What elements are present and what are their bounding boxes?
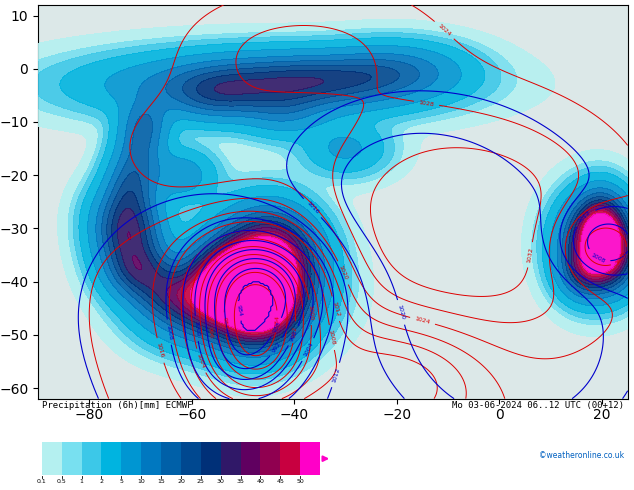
Bar	[240, 442, 261, 475]
Text: 1004: 1004	[195, 353, 205, 369]
Text: 1008: 1008	[590, 252, 606, 264]
Text: 1004: 1004	[302, 342, 314, 358]
Text: 1008: 1008	[328, 329, 336, 345]
Text: 992: 992	[292, 326, 298, 339]
Bar	[82, 442, 101, 475]
Text: 1012: 1012	[331, 300, 340, 317]
Text: 10: 10	[138, 479, 145, 484]
Text: 1024: 1024	[415, 317, 431, 325]
Bar	[61, 442, 82, 475]
Text: 1024: 1024	[437, 23, 452, 37]
Text: Precipitation (6h)[mm] ECMWF: Precipitation (6h)[mm] ECMWF	[42, 401, 192, 410]
Text: 35: 35	[236, 479, 245, 484]
Bar	[181, 442, 201, 475]
Text: 996: 996	[288, 329, 299, 342]
Bar	[141, 442, 161, 475]
Bar	[261, 442, 280, 475]
Text: 1000: 1000	[307, 304, 314, 320]
Text: 2: 2	[100, 479, 103, 484]
Text: 1020: 1020	[338, 265, 349, 281]
Text: 15: 15	[157, 479, 165, 484]
Text: 988: 988	[222, 317, 228, 329]
Text: 1: 1	[80, 479, 84, 484]
Text: 5: 5	[119, 479, 123, 484]
Bar	[121, 442, 141, 475]
Text: 30: 30	[217, 479, 224, 484]
Text: 984: 984	[275, 315, 280, 327]
Text: 992: 992	[271, 341, 282, 353]
Text: 50: 50	[296, 479, 304, 484]
Bar	[221, 442, 240, 475]
Text: 1032: 1032	[526, 246, 534, 263]
Text: 1028: 1028	[418, 99, 435, 107]
Bar	[201, 442, 221, 475]
Text: 1008: 1008	[165, 324, 172, 340]
Text: 20: 20	[177, 479, 185, 484]
Text: 1016: 1016	[305, 201, 320, 216]
Bar	[301, 442, 320, 475]
Bar	[101, 442, 121, 475]
Bar	[42, 442, 61, 475]
Text: 1012: 1012	[577, 210, 592, 224]
Text: 1016: 1016	[156, 343, 165, 359]
Text: 1020: 1020	[615, 251, 629, 266]
Text: 0.1: 0.1	[37, 479, 47, 484]
Text: 1000: 1000	[193, 320, 200, 337]
Text: 45: 45	[276, 479, 284, 484]
Text: 988: 988	[271, 321, 281, 334]
Text: 40: 40	[257, 479, 264, 484]
Text: 1020: 1020	[396, 304, 406, 320]
Text: 984: 984	[236, 304, 243, 317]
Bar	[280, 442, 301, 475]
Text: 0.5: 0.5	[57, 479, 67, 484]
Text: 996: 996	[206, 326, 213, 339]
Text: Mo 03-06-2024 06..12 UTC (00+12): Mo 03-06-2024 06..12 UTC (00+12)	[452, 401, 624, 410]
Text: 1012: 1012	[331, 367, 340, 383]
Text: 25: 25	[197, 479, 205, 484]
Text: ©weatheronline.co.uk: ©weatheronline.co.uk	[539, 451, 624, 461]
Bar	[161, 442, 181, 475]
